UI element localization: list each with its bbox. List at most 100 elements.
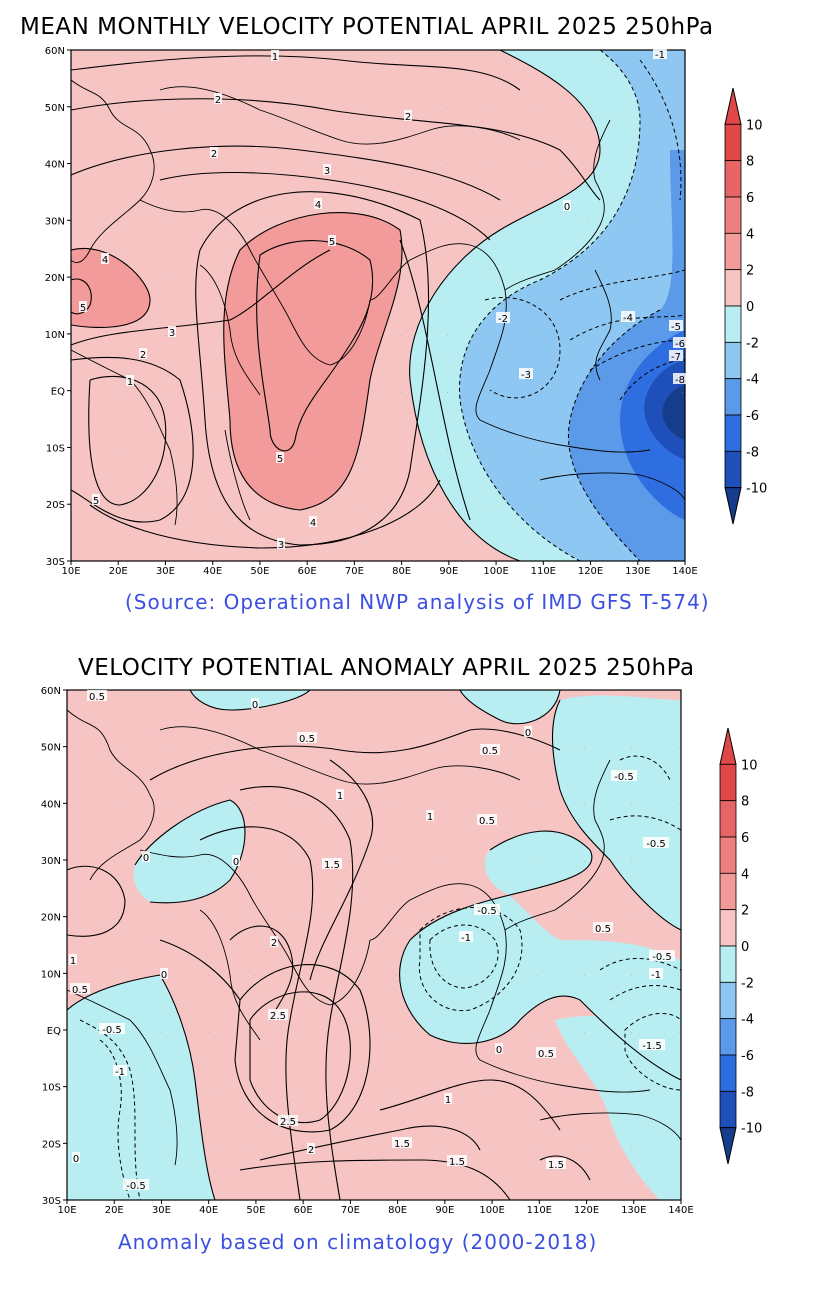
colorbar-bottom-arrow [719, 1127, 737, 1165]
colorbar-label: -6 [746, 409, 759, 424]
map1-fill [71, 50, 685, 561]
lon-label: 110E [527, 1205, 552, 1216]
contour-label: 0.5 [72, 985, 88, 996]
contour-label: 4 [102, 255, 108, 266]
lon-label: 30E [152, 1205, 171, 1216]
contour-label: 5 [277, 454, 283, 465]
colorbar-segment [724, 232, 742, 271]
contour-label: -1 [461, 933, 471, 944]
colorbar-segment [719, 1054, 737, 1092]
lon-label: 70E [341, 1205, 360, 1216]
contour-label: 2 [405, 112, 411, 123]
colorbar-label: 4 [741, 867, 749, 882]
colorbar-label: 8 [746, 155, 754, 170]
contour-label: -0.5 [652, 952, 672, 963]
lat-axis-labels: 60N 50N 40N 30N 20N 10N EQ 10S 20S 30S [45, 46, 71, 568]
colorbar-label: 0 [746, 300, 754, 315]
contour-label: -0.5 [126, 1181, 146, 1192]
contour-label: 0 [233, 857, 239, 868]
colorbar-label: 0 [741, 940, 749, 955]
colorbar-bottom-arrow [724, 487, 742, 525]
contour-label: 1 [445, 1095, 451, 1106]
colorbar-label: 6 [746, 191, 754, 206]
colorbar-segment [719, 836, 737, 874]
panel2-title: VELOCITY POTENTIAL ANOMALY APRIL 2025 25… [78, 655, 695, 681]
lon-label: 20E [105, 1205, 124, 1216]
contour-label: -1 [655, 50, 665, 61]
colorbar-top-arrow [719, 727, 737, 765]
colorbar-segment [724, 341, 742, 380]
lon-label: 50E [246, 1205, 265, 1216]
colorbar-label: 4 [746, 227, 754, 242]
contour-label: 2 [140, 350, 146, 361]
colorbar-segment [724, 160, 742, 198]
contour-labels: 1 2 2 2 3 4 5 4 5 3 2 1 5 5 4 3 0 -2 -3 -4 -5 -6 -7 -8 -1 [79, 48, 687, 551]
lat-label: 30S [42, 1196, 61, 1207]
contour-label: 2 [211, 149, 217, 160]
contour-label: -6 [675, 339, 685, 350]
colorbar-segment [724, 305, 742, 343]
contour-label: -0.5 [477, 906, 497, 917]
colorbar-label: 8 [741, 795, 749, 810]
contour-label: 1.5 [394, 1139, 410, 1150]
contour-label: -0.5 [646, 839, 666, 850]
colorbar-label: -4 [746, 373, 759, 388]
contour-label: 5 [80, 303, 86, 314]
contour-label: 2 [215, 95, 221, 106]
colorbar-top-arrow [724, 87, 742, 125]
lon-label: 130E [625, 566, 650, 577]
lon-label: 70E [345, 566, 364, 577]
contour-label: -2 [498, 314, 508, 325]
colorbar-segment [724, 196, 742, 234]
lon-label: 130E [621, 1205, 646, 1216]
contour-label: 3 [324, 166, 330, 177]
contour-labels: 0.5 0 0.5 0.5 1 1 0.5 0 -0.5 -0.5 1.5 2 2.5 2.5 2 1.5 1.… [69, 690, 675, 1192]
contour-label: 0 [252, 700, 258, 711]
contour-label: -1.5 [642, 1041, 662, 1052]
contour-label: -1 [651, 970, 661, 981]
colorbar-label: -2 [741, 976, 754, 991]
colorbar-segment [724, 269, 742, 307]
lat-label: 10S [42, 1083, 61, 1094]
lat-label: 40N [41, 799, 61, 810]
lon-label: 140E [672, 566, 697, 577]
contour-label: 0 [73, 1154, 79, 1165]
contour-label: 4 [315, 200, 321, 211]
contour-label: 2.5 [280, 1117, 296, 1128]
lat-label: 30N [41, 856, 61, 867]
colorbar-label: -6 [741, 1049, 754, 1064]
contour-label: 3 [278, 540, 284, 551]
contour-label: -1 [115, 1067, 125, 1078]
contour-label: 1.5 [324, 860, 340, 871]
lon-axis-labels: 10E 20E 30E 40E 50E 60E 70E 80E 90E 100E 110E 120E 1… [61, 561, 698, 577]
contour-label: -0.5 [614, 772, 634, 783]
lat-label: 50N [45, 103, 65, 114]
colorbar-segment [719, 1090, 737, 1129]
contour-label: 0 [143, 853, 149, 864]
lon-label: 90E [439, 566, 458, 577]
map2-fill [67, 690, 681, 1200]
contour-label: 0 [161, 970, 167, 981]
lon-label: 50E [250, 566, 269, 577]
lon-label: 40E [203, 566, 222, 577]
lat-label: 30S [46, 557, 65, 568]
colorbar: 10 8 6 4 2 0 -2 -4 -6 -8 -10 [719, 727, 762, 1165]
lon-label: 20E [109, 566, 128, 577]
contour-label: 2 [271, 938, 277, 949]
lon-label: 10E [57, 1205, 76, 1216]
contour-label: -8 [675, 375, 685, 386]
lat-label: 60N [45, 46, 65, 57]
panel1-caption: (Source: Operational NWP analysis of IMD… [125, 590, 710, 614]
lat-axis-labels: 60N 50N 40N 30N 20N 10N EQ 10S 20S 30S [41, 686, 67, 1207]
contour-label: 3 [169, 328, 175, 339]
lon-label: 80E [388, 1205, 407, 1216]
contour-label: -4 [623, 313, 633, 324]
colorbar-segment [719, 763, 737, 802]
lon-label: 120E [578, 566, 603, 577]
lon-axis-labels: 10E 20E 30E 40E 50E 60E 70E 80E 90E 100E 110E 120E 1… [57, 1200, 694, 1216]
lat-label: 60N [41, 686, 61, 697]
lon-label: 120E [574, 1205, 599, 1216]
colorbar-label: 10 [746, 118, 763, 133]
lat-label: 10N [45, 330, 65, 341]
lat-label: 40N [45, 160, 65, 171]
